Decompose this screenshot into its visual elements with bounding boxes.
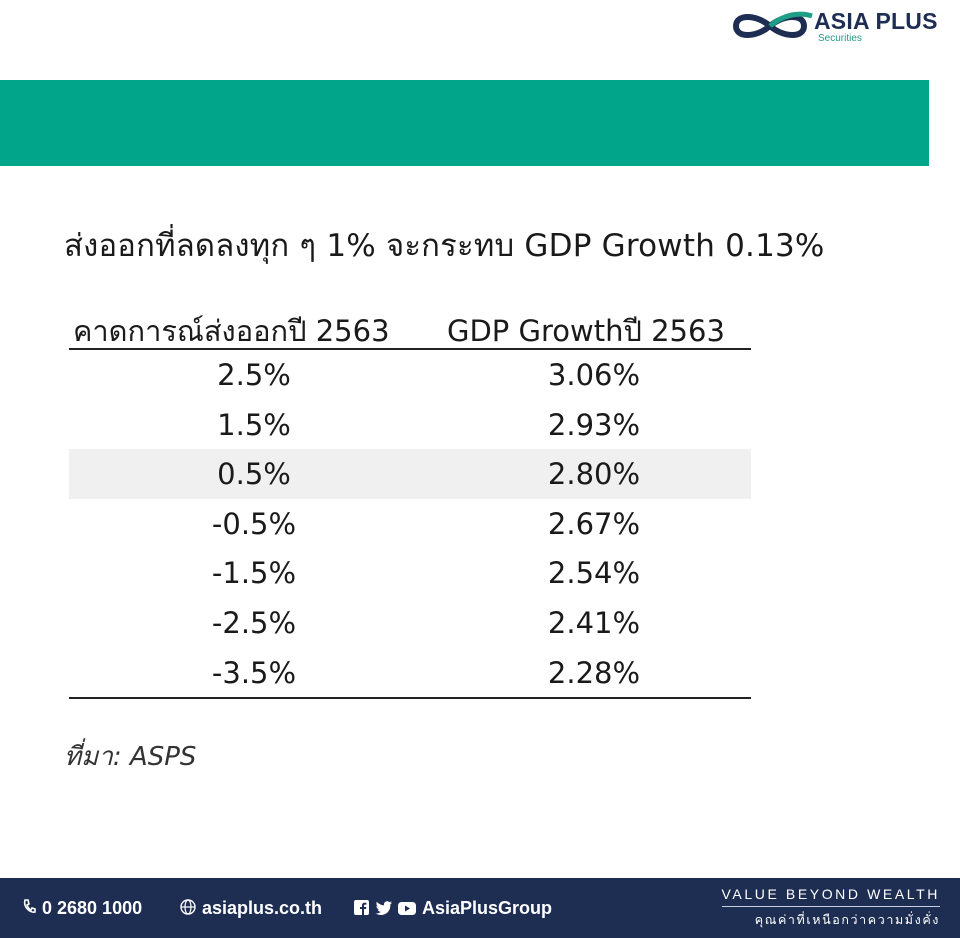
- gdp-value: 2.80%: [547, 457, 641, 492]
- source-note: ที่มา: ASPS: [64, 742, 197, 772]
- table-row: 2.5% 3.06%: [69, 350, 751, 400]
- table-row: -2.5% 2.41%: [69, 598, 751, 648]
- footer-bar: 0 2680 1000 asiaplus.co.th AsiaPlusGroup…: [0, 878, 960, 938]
- gdp-value: 2.28%: [547, 655, 641, 690]
- gdp-value: 2.67%: [547, 506, 641, 541]
- export-value: -1.5%: [211, 556, 297, 591]
- export-value: 1.5%: [217, 407, 291, 442]
- headline: ส่งออกที่ลดลงทุก ๆ 1% จะกระทบ GDP Growth…: [64, 228, 825, 264]
- table-row-highlighted: 0.5% 2.80%: [69, 449, 751, 499]
- youtube-icon: [398, 899, 416, 920]
- table-row: -0.5% 2.67%: [69, 499, 751, 549]
- header-gdp-growth: GDP Growthปี 2563: [447, 314, 725, 348]
- gdp-value: 2.54%: [547, 556, 641, 591]
- phone-number: 0 2680 1000: [42, 898, 143, 918]
- gdp-value: 3.06%: [547, 358, 641, 392]
- table-row: 1.5% 2.93%: [69, 400, 751, 450]
- logo-sub-text: Securities: [818, 33, 862, 44]
- social-handle: AsiaPlusGroup: [422, 898, 553, 918]
- export-value: 0.5%: [217, 457, 291, 492]
- website-link: asiaplus.co.th: [202, 898, 323, 918]
- table-row: -1.5% 2.54%: [69, 548, 751, 598]
- table-bottom-rule: [69, 697, 751, 700]
- logo-brand-text: ASIA PLUS: [814, 8, 938, 34]
- footer-phone[interactable]: 0 2680 1000: [22, 898, 142, 920]
- export-value: 2.5%: [217, 358, 291, 392]
- header-band: [0, 80, 929, 166]
- facebook-icon: [354, 899, 369, 920]
- tagline-english: VALUE BEYOND WEALTH: [721, 886, 940, 907]
- export-value: -0.5%: [211, 506, 297, 541]
- twitter-icon: [375, 899, 392, 920]
- asia-plus-logo: ASIA PLUS Securities: [726, 6, 946, 46]
- table-row: -3.5% 2.28%: [69, 648, 751, 698]
- export-value: -3.5%: [211, 655, 297, 690]
- globe-icon: [180, 899, 196, 920]
- gdp-value: 2.93%: [547, 407, 641, 442]
- phone-icon: [22, 898, 36, 920]
- tagline-thai: คุณค่าที่เหนือกว่าความมั่งคั่ง: [754, 912, 940, 927]
- footer-website[interactable]: asiaplus.co.th: [180, 898, 322, 920]
- forecast-table: คาดการณ์ส่งออกปี 2563 GDP Growthปี 2563 …: [69, 304, 751, 700]
- export-value: -2.5%: [211, 605, 297, 640]
- header-export-forecast: คาดการณ์ส่งออกปี 2563: [73, 314, 390, 348]
- tagline: VALUE BEYOND WEALTH คุณค่าที่เหนือกว่าคว…: [721, 886, 940, 930]
- footer-social[interactable]: AsiaPlusGroup: [354, 898, 552, 920]
- table-header: คาดการณ์ส่งออกปี 2563 GDP Growthปี 2563: [69, 304, 751, 350]
- gdp-value: 2.41%: [547, 605, 641, 640]
- infinity-logo-icon: [732, 11, 813, 38]
